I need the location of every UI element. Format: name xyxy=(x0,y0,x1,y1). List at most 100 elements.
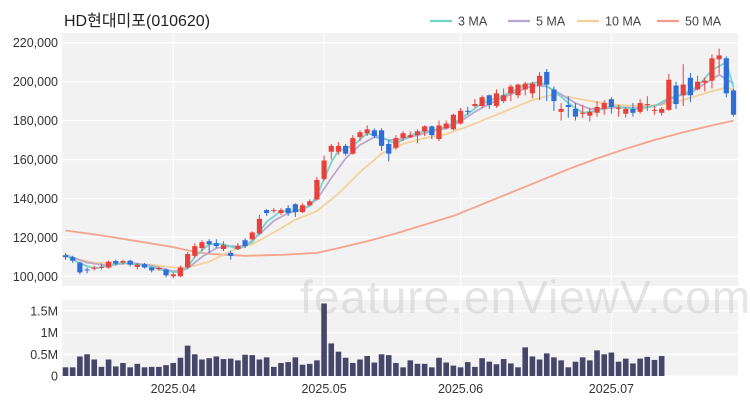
candle-body xyxy=(235,246,241,250)
candle-body xyxy=(185,253,191,268)
volume-bar xyxy=(335,351,342,376)
volume-tick-label: 0.5M xyxy=(30,348,58,362)
candle-body xyxy=(501,95,507,102)
volume-bar xyxy=(321,303,327,376)
candle-body xyxy=(400,133,406,139)
volume-bar xyxy=(558,360,564,376)
volume-bar xyxy=(314,360,320,376)
volume-bar xyxy=(357,359,363,376)
x-tick-label: 2025.06 xyxy=(438,382,483,396)
volume-bar xyxy=(385,355,392,376)
candle-body xyxy=(709,58,715,81)
volume-bar xyxy=(551,357,557,376)
volume-bar xyxy=(429,367,435,376)
candle-body xyxy=(443,123,449,129)
candle-body xyxy=(350,138,356,154)
candle-body xyxy=(285,208,291,214)
candle-body xyxy=(429,126,435,136)
candle-body xyxy=(256,218,263,234)
candlesticks xyxy=(62,48,737,279)
volume-bar xyxy=(457,367,464,376)
candle-body xyxy=(422,126,428,132)
volume-bar xyxy=(120,362,126,376)
candle-body xyxy=(199,242,205,249)
volume-bar xyxy=(299,364,306,376)
volume-bar xyxy=(177,357,184,376)
volume-bar xyxy=(84,354,90,376)
volume-bar xyxy=(594,350,600,376)
candle-body xyxy=(177,267,184,277)
volume-bar xyxy=(263,357,270,376)
price-tick-labels: 100,000 120,000 140,000 160,000 180,000 200,0… xyxy=(13,36,58,284)
volume-tick-label: 1.5M xyxy=(30,304,58,318)
volume-bar xyxy=(421,363,428,376)
volume-bar xyxy=(98,366,105,376)
volume-bar xyxy=(191,354,198,376)
volume-bar xyxy=(350,362,356,376)
ma50-line xyxy=(65,119,734,257)
candle-body xyxy=(321,160,327,179)
candle-body xyxy=(623,108,629,114)
candle-body xyxy=(192,246,198,256)
x-tick-labels: 2025.04 2025.05 2025.06 2025.07 xyxy=(151,382,634,396)
candle-body xyxy=(278,210,284,214)
candle-body xyxy=(386,143,392,154)
legend-label: 5 MA xyxy=(536,15,566,29)
candle-body xyxy=(730,90,737,115)
candle-body xyxy=(457,110,464,124)
candle-body xyxy=(393,138,399,148)
candle-body xyxy=(249,232,255,240)
x-tick-label: 2025.07 xyxy=(589,382,634,396)
candle-body xyxy=(615,107,622,109)
candle-body xyxy=(515,84,521,96)
candle-body xyxy=(206,241,212,245)
volume-bar xyxy=(486,361,493,376)
candle-body xyxy=(163,269,169,276)
volume-bar xyxy=(658,356,665,376)
watermark: feature.enViewV.com xyxy=(300,271,750,323)
legend-label: 3 MA xyxy=(458,15,488,29)
volume-bar xyxy=(292,357,299,376)
volume-bar xyxy=(184,345,191,376)
volume-bars xyxy=(62,303,665,376)
volume-bar xyxy=(587,360,593,376)
volume-bar xyxy=(508,363,514,376)
candle-body xyxy=(113,261,119,264)
volume-bar xyxy=(112,366,119,376)
volume-bar xyxy=(579,357,586,376)
candle-body xyxy=(716,55,722,60)
legend: 3 MA 5 MA 10 MA 50 MA xyxy=(430,15,722,29)
volume-bar xyxy=(91,359,98,376)
candle-body xyxy=(572,108,579,117)
volume-bar xyxy=(148,366,155,376)
volume-bar xyxy=(306,363,313,376)
volume-bar xyxy=(77,356,83,376)
candle-body xyxy=(357,132,363,138)
candle-body xyxy=(70,257,76,261)
candle-body xyxy=(544,71,550,85)
candle-body xyxy=(228,252,234,256)
volume-bar xyxy=(450,365,457,376)
x-tick-label: 2025.05 xyxy=(301,382,346,396)
volume-bar xyxy=(69,367,76,376)
volume-bar xyxy=(213,356,220,376)
candle-body xyxy=(120,261,126,263)
volume-bar xyxy=(651,359,658,376)
price-tick-label: 200,000 xyxy=(13,75,58,89)
candle-body xyxy=(292,204,298,213)
legend-label: 10 MA xyxy=(605,15,642,29)
candle-body xyxy=(307,201,313,206)
candle-body xyxy=(220,245,227,250)
candle-body xyxy=(723,58,729,94)
candle-body xyxy=(680,84,686,96)
candle-body xyxy=(62,255,69,258)
candle-body xyxy=(328,145,334,152)
candle-body xyxy=(371,130,377,137)
candle-body xyxy=(314,179,320,200)
volume-bar xyxy=(364,356,370,376)
candle-body xyxy=(702,80,708,83)
price-tick-label: 180,000 xyxy=(13,114,58,128)
candle-body xyxy=(558,108,564,112)
volume-bar xyxy=(206,358,212,376)
